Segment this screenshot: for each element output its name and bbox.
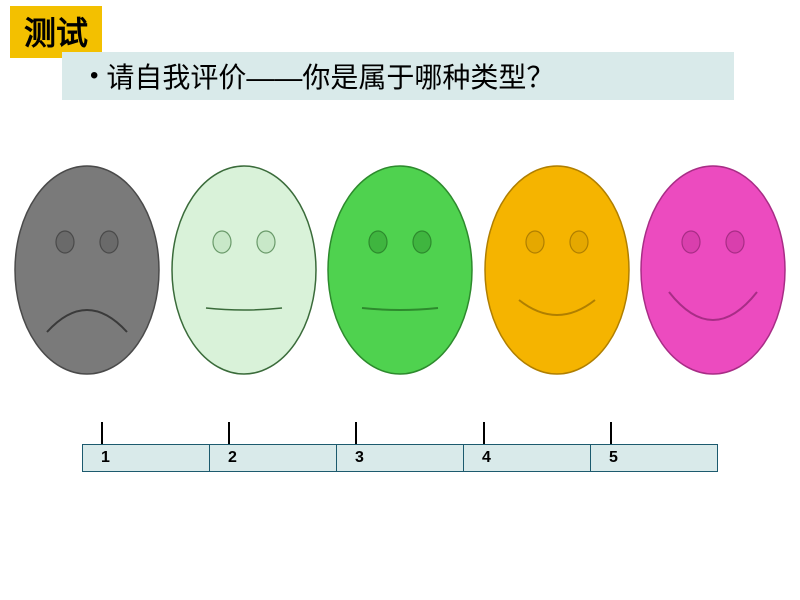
scale-bar: 1 2 3 4 5 — [82, 444, 718, 472]
face-svg-3 — [323, 160, 477, 380]
face-head — [172, 166, 316, 374]
face-head — [485, 166, 629, 374]
scale-cell-5[interactable]: 5 — [591, 445, 717, 471]
scale-label: 5 — [609, 449, 618, 467]
face-3[interactable] — [323, 160, 477, 380]
face-head — [641, 166, 785, 374]
scale-tick-4 — [483, 422, 485, 444]
question-bar: • 请自我评价——你是属于哪种类型？ — [62, 52, 734, 100]
scale-tick-1 — [101, 422, 103, 444]
question-bullet: • — [90, 62, 98, 90]
face-eye-right — [100, 231, 118, 253]
face-eye-left — [682, 231, 700, 253]
scale-cell-4[interactable]: 4 — [464, 445, 591, 471]
scale-tick-3 — [355, 422, 357, 444]
face-1[interactable] — [10, 160, 164, 380]
face-2[interactable] — [167, 160, 321, 380]
face-head — [15, 166, 159, 374]
face-svg-4 — [480, 160, 634, 380]
face-svg-1 — [10, 160, 164, 380]
face-eye-right — [257, 231, 275, 253]
title-text: 测试 — [24, 15, 88, 51]
scale-cell-1[interactable]: 1 — [83, 445, 210, 471]
scale-label: 2 — [228, 449, 237, 467]
face-eye-left — [369, 231, 387, 253]
title-badge: 测试 — [10, 6, 102, 58]
face-eye-left — [213, 231, 231, 253]
scale-label: 1 — [101, 449, 110, 467]
face-eye-right — [570, 231, 588, 253]
face-eye-right — [413, 231, 431, 253]
face-head — [328, 166, 472, 374]
scale-label: 3 — [355, 449, 364, 467]
face-eye-right — [726, 231, 744, 253]
scale-label: 4 — [482, 449, 491, 467]
face-eye-left — [56, 231, 74, 253]
face-eye-left — [526, 231, 544, 253]
question-text: 请自我评价——你是属于哪种类型？ — [106, 56, 554, 96]
scale-cell-2[interactable]: 2 — [210, 445, 337, 471]
face-svg-5 — [636, 160, 790, 380]
scale-ticks — [82, 422, 718, 444]
scale-cell-3[interactable]: 3 — [337, 445, 464, 471]
faces-row — [0, 160, 800, 380]
face-4[interactable] — [480, 160, 634, 380]
scale-container: 1 2 3 4 5 — [82, 422, 718, 472]
face-5[interactable] — [636, 160, 790, 380]
face-svg-2 — [167, 160, 321, 380]
scale-tick-5 — [610, 422, 612, 444]
scale-tick-2 — [228, 422, 230, 444]
